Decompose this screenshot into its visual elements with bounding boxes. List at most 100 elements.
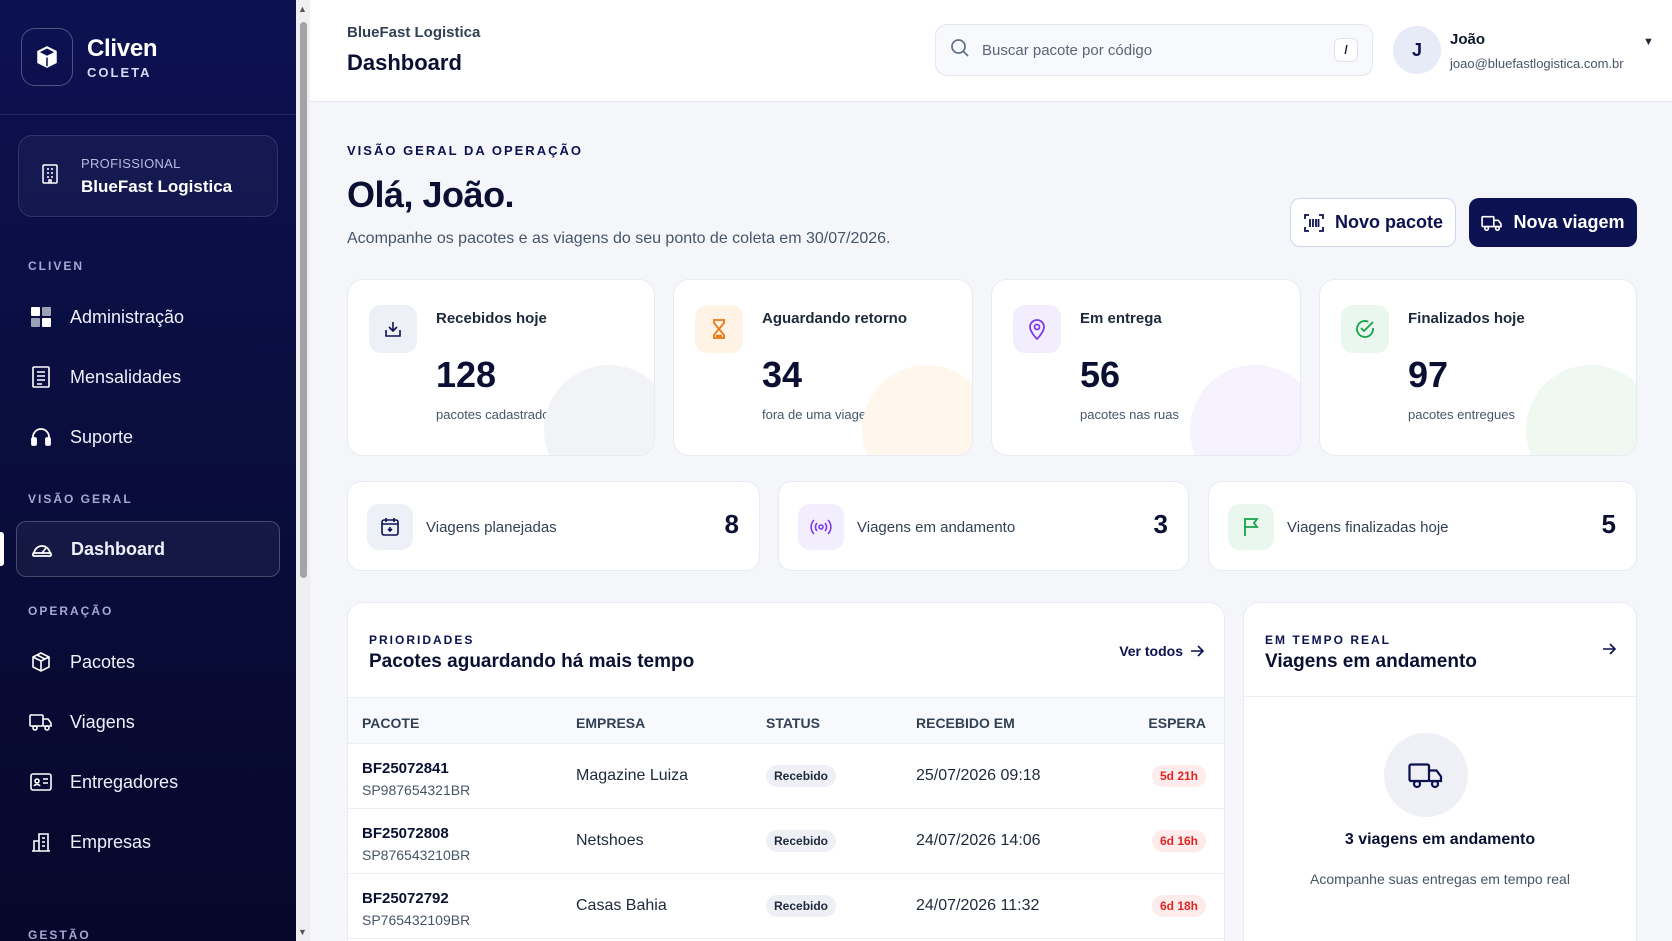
stat-value: 128 bbox=[436, 354, 497, 395]
sidebar-item-dashboard[interactable]: Dashboard bbox=[16, 521, 280, 577]
decorative-circle bbox=[1526, 365, 1636, 455]
headset-icon bbox=[28, 424, 54, 450]
table-row[interactable]: BF25072841 SP987654321BR Magazine Luiza … bbox=[348, 744, 1224, 809]
chevron-down-icon[interactable]: ▼ bbox=[1643, 36, 1654, 48]
sidebar-item-label: Empresas bbox=[70, 831, 152, 852]
sidebar: Cliven COLETA PROFISSIONAL BlueFast Logi… bbox=[0, 0, 296, 941]
received-at: 24/07/2026 11:32 bbox=[916, 897, 1040, 914]
sidebar-item-label: Entregadores bbox=[70, 771, 179, 792]
sidebar-item-mensalidades[interactable]: Mensalidades bbox=[16, 349, 280, 405]
search-icon bbox=[950, 38, 970, 63]
org-name: BlueFast Logistica bbox=[81, 176, 233, 196]
truck-icon bbox=[1481, 214, 1503, 232]
sidebar-item-label: Pacotes bbox=[70, 651, 136, 672]
table-row[interactable]: BF25072808 SP876543210BR Netshoes Recebi… bbox=[348, 809, 1224, 874]
priorities-panel: PRIORIDADES Pacotes aguardando há mais t… bbox=[347, 602, 1225, 941]
stat-label: Em entrega bbox=[1080, 310, 1162, 327]
avatar[interactable]: J bbox=[1393, 26, 1441, 74]
search-shortcut-key: / bbox=[1334, 38, 1358, 62]
stat-card-awaiting-return[interactable]: Aguardando retorno 34 fora de uma viagem bbox=[673, 279, 973, 456]
sidebar-item-label: Dashboard bbox=[71, 538, 166, 559]
building-icon bbox=[41, 163, 59, 189]
wait-badge: 6d 18h bbox=[1151, 895, 1206, 917]
building-icon bbox=[28, 829, 54, 855]
calendar-icon bbox=[367, 504, 413, 550]
stat-label: Recebidos hoje bbox=[436, 310, 547, 327]
section-visao-geral: VISÃO GERAL bbox=[28, 492, 133, 506]
stat-sub: pacotes nas ruas bbox=[1080, 407, 1180, 422]
flag-icon bbox=[1228, 504, 1274, 550]
trip-value: 3 bbox=[1153, 509, 1168, 539]
sidebar-item-suporte[interactable]: Suporte bbox=[16, 409, 280, 465]
arrow-right-icon bbox=[1602, 643, 1616, 655]
column-header: RECEBIDO EM bbox=[916, 715, 1015, 731]
sidebar-item-label: Suporte bbox=[70, 426, 134, 447]
realtime-open-link[interactable] bbox=[1602, 643, 1616, 655]
new-trip-button[interactable]: Nova viagem bbox=[1469, 198, 1637, 247]
company-name: Casas Bahia bbox=[576, 897, 667, 914]
table-row[interactable]: BF25072792 SP765432109BR Casas Bahia Rec… bbox=[348, 874, 1224, 939]
page-subtitle: Acompanhe os pacotes e as viagens do seu… bbox=[347, 230, 891, 247]
package-code: BF25072792 bbox=[362, 890, 449, 907]
cube-logo-icon bbox=[21, 28, 73, 86]
id-card-icon bbox=[28, 769, 54, 795]
view-all-link[interactable]: Ver todos bbox=[1119, 643, 1204, 659]
trip-card-in-progress[interactable]: Viagens em andamento 3 bbox=[778, 481, 1189, 571]
package-code: BF25072808 bbox=[362, 825, 449, 842]
trip-value: 5 bbox=[1601, 509, 1616, 539]
wait-badge: 6d 16h bbox=[1151, 830, 1206, 852]
column-header: EMPRESA bbox=[576, 715, 646, 731]
scroll-up-icon[interactable]: ▲ bbox=[298, 4, 307, 14]
new-trip-label: Nova viagem bbox=[1513, 212, 1625, 232]
sidebar-item-entregadores[interactable]: Entregadores bbox=[16, 754, 280, 810]
inbox-download-icon bbox=[369, 305, 417, 353]
sidebar-item-empresas[interactable]: Empresas bbox=[16, 814, 280, 870]
org-plan: PROFISSIONAL bbox=[81, 155, 181, 171]
trip-label: Viagens planejadas bbox=[426, 519, 557, 536]
table-header: PACOTE EMPRESA STATUS RECEBIDO EM ESPERA bbox=[348, 697, 1224, 744]
trip-card-finished-today[interactable]: Viagens finalizadas hoje 5 bbox=[1208, 481, 1637, 571]
sidebar-item-administracao[interactable]: Administração bbox=[16, 289, 280, 345]
active-indicator bbox=[0, 532, 4, 566]
decorative-circle bbox=[862, 365, 972, 455]
company-name: Netshoes bbox=[576, 832, 644, 849]
sidebar-scrollbar[interactable]: ▲ ▼ bbox=[296, 0, 310, 941]
divider bbox=[1244, 696, 1636, 697]
realtime-trips-panel: EM TEMPO REAL Viagens em andamento 3 via… bbox=[1243, 602, 1637, 941]
stat-sub: pacotes cadastrados bbox=[436, 407, 556, 422]
stat-label: Aguardando retorno bbox=[762, 310, 907, 327]
new-package-button[interactable]: Novo pacote bbox=[1290, 198, 1456, 247]
tracking-code: SP876543210BR bbox=[362, 847, 471, 863]
realtime-title: Viagens em andamento bbox=[1265, 651, 1477, 672]
check-circle-icon bbox=[1341, 305, 1389, 353]
stat-value: 56 bbox=[1080, 354, 1121, 395]
received-at: 25/07/2026 09:18 bbox=[916, 767, 1041, 784]
stat-card-finished-today[interactable]: Finalizados hoje 97 pacotes entregues bbox=[1319, 279, 1637, 456]
package-code: BF25072841 bbox=[362, 760, 449, 777]
hourglass-icon bbox=[695, 305, 743, 353]
user-name[interactable]: João bbox=[1450, 31, 1486, 48]
company-name: Magazine Luiza bbox=[576, 767, 689, 784]
sidebar-item-pacotes[interactable]: Pacotes bbox=[16, 634, 280, 690]
stat-value: 34 bbox=[762, 354, 803, 395]
search-input[interactable]: Buscar pacote por código / bbox=[935, 24, 1373, 76]
decorative-circle bbox=[544, 365, 654, 455]
sidebar-item-viagens[interactable]: Viagens bbox=[16, 694, 280, 750]
trip-card-planned[interactable]: Viagens planejadas 8 bbox=[347, 481, 760, 571]
new-package-label: Novo pacote bbox=[1334, 212, 1444, 232]
stat-card-in-delivery[interactable]: Em entrega 56 pacotes nas ruas bbox=[991, 279, 1301, 456]
overview-eyebrow: VISÃO GERAL DA OPERAÇÃO bbox=[347, 143, 583, 158]
brand-name: Cliven bbox=[87, 34, 158, 62]
scroll-down-icon[interactable]: ▼ bbox=[298, 927, 307, 937]
stat-label: Finalizados hoje bbox=[1408, 310, 1525, 327]
brand: Cliven COLETA bbox=[0, 0, 296, 115]
priorities-eyebrow: PRIORIDADES bbox=[369, 633, 475, 647]
status-badge: Recebido bbox=[766, 765, 837, 787]
stat-card-received-today[interactable]: Recebidos hoje 128 pacotes cadastrados bbox=[347, 279, 655, 456]
search-placeholder: Buscar pacote por código bbox=[982, 41, 1153, 59]
wait-badge: 5d 21h bbox=[1151, 765, 1206, 787]
section-gestao: GESTÃO bbox=[28, 928, 91, 941]
organization-card[interactable]: PROFISSIONAL BlueFast Logistica bbox=[18, 135, 278, 217]
scroll-thumb[interactable] bbox=[300, 22, 307, 578]
truck-icon bbox=[1384, 733, 1468, 817]
